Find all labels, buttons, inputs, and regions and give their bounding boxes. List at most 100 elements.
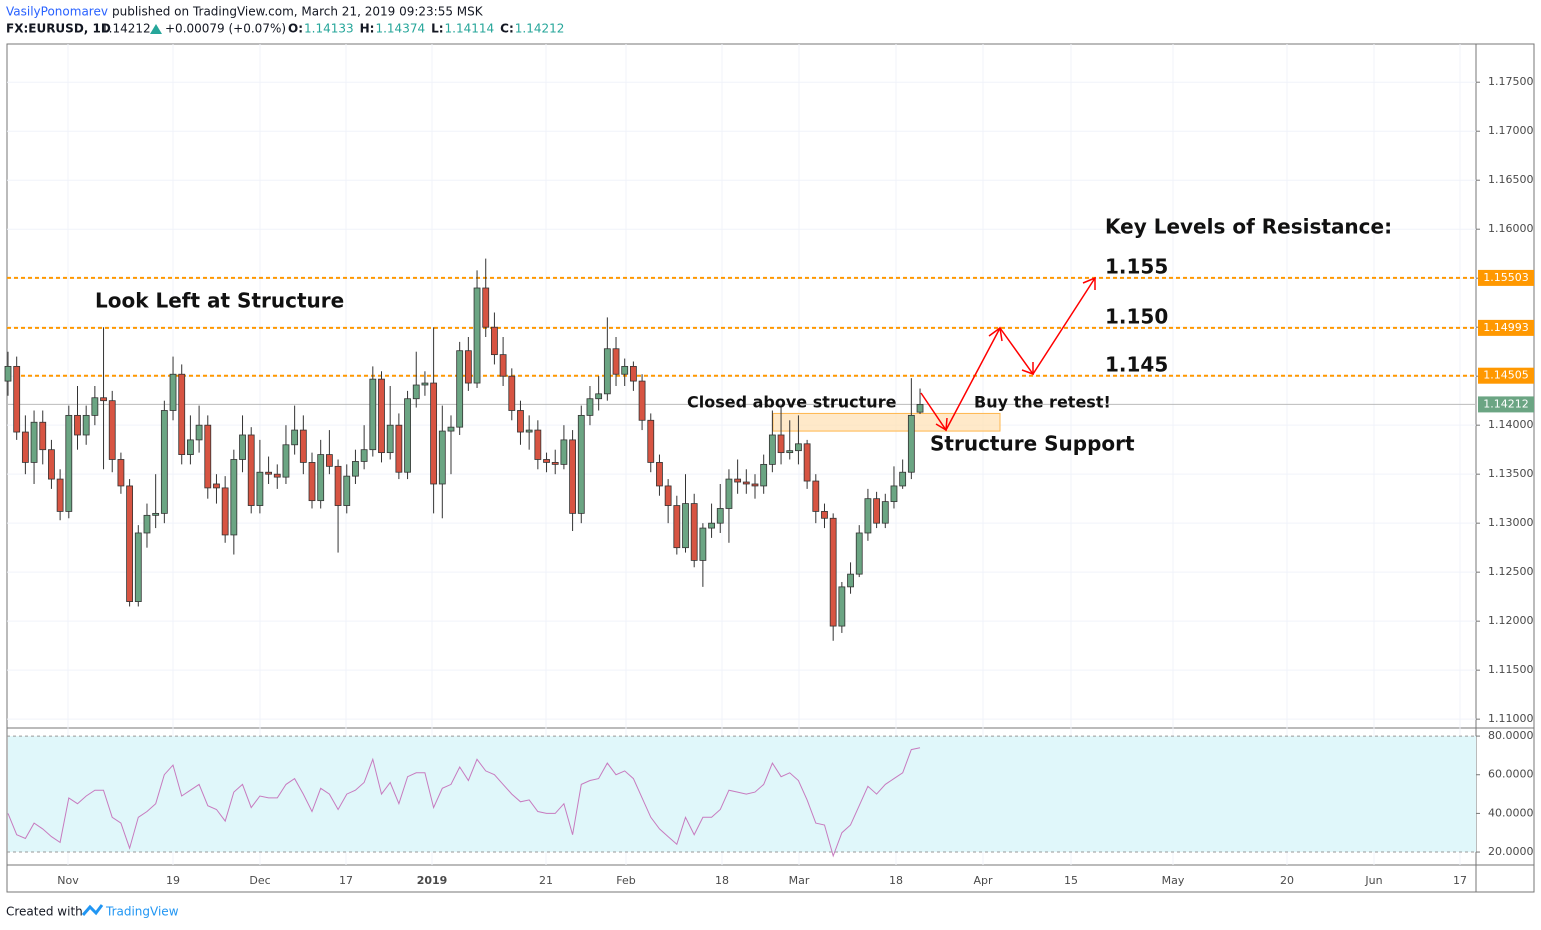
candle-body [751, 483, 759, 487]
y-tick-label: 1.12500 [1488, 565, 1534, 578]
y-tick-label: 1.17500 [1488, 75, 1534, 88]
frame [6, 43, 1535, 893]
x-tick-label: Feb [616, 874, 635, 887]
candle-body [438, 430, 446, 485]
last: 1.14212 [101, 22, 151, 36]
y-tick-label: 1.11500 [1488, 663, 1534, 676]
candle-body [777, 434, 785, 454]
candle-body [638, 380, 646, 421]
annotation: Structure Support [930, 432, 1135, 456]
candle-body [786, 450, 794, 454]
rsi-tick-label: 80.0000 [1488, 729, 1534, 742]
candle-body [378, 378, 385, 454]
ohlc-key: H: [360, 22, 375, 36]
candle-body [334, 465, 342, 506]
candle-body [629, 365, 637, 382]
candle-body [647, 419, 655, 463]
y-tick-label: 1.13000 [1488, 516, 1534, 529]
x-tick-label: 18 [889, 874, 903, 887]
candle-body [343, 475, 351, 506]
x-tick-label: 2019 [417, 874, 448, 887]
candle-body [734, 478, 742, 483]
candle-body [551, 462, 559, 465]
candle-body [855, 532, 863, 575]
candle-body [907, 414, 915, 473]
ohlc-value: 1.14114 [445, 22, 495, 36]
candle-body [803, 443, 811, 482]
candle-body [395, 424, 403, 473]
candle-body [499, 354, 507, 377]
annotation: 1.145 [1105, 353, 1168, 377]
candle-body [768, 434, 776, 465]
ohlc-value: 1.14374 [375, 22, 425, 36]
arrow-head [935, 417, 948, 432]
x-tick-label: Jun [1364, 874, 1382, 887]
footer-brand[interactable]: TradingView [105, 905, 179, 919]
candle-body [91, 397, 99, 416]
up-arrow [150, 24, 162, 34]
x-tick-label: 19 [166, 874, 180, 887]
y-tick-label: 1.11000 [1488, 712, 1534, 725]
y-tick-label: 1.13500 [1488, 467, 1534, 480]
candle-body [517, 410, 524, 433]
candle-body [265, 471, 272, 475]
candle-body [4, 365, 12, 382]
candle-body [187, 439, 194, 455]
candle-body [491, 326, 498, 356]
candle-body [412, 384, 420, 400]
x-tick-label: 17 [339, 874, 353, 887]
candle-body [230, 459, 238, 536]
candle-body [829, 517, 837, 627]
candle-body [169, 373, 177, 411]
candle-body [325, 454, 333, 467]
candle-body [603, 348, 611, 395]
candle-body [534, 429, 542, 460]
candle-body [221, 487, 229, 536]
candle-body [291, 429, 299, 446]
candle-body [864, 498, 872, 534]
ohlc-key: O: [288, 22, 303, 36]
candle-body [881, 501, 889, 524]
candle-body [21, 431, 29, 463]
candle-body [699, 527, 707, 561]
last-price-label: 1.14212 [1483, 397, 1529, 410]
symbol: FX:EURUSD, 1D [6, 22, 111, 36]
arrow-head [988, 326, 1003, 342]
annotation: Buy the retest! [974, 393, 1111, 412]
arrow-head [1021, 362, 1034, 376]
candle-body [664, 485, 672, 506]
candle-body [152, 512, 160, 516]
candle-body [716, 508, 724, 524]
level-label: 1.14505 [1483, 369, 1529, 382]
candle-body [899, 471, 907, 487]
annotation: 1.150 [1105, 305, 1168, 329]
candle-body [821, 511, 828, 519]
candle-body [795, 443, 802, 452]
candle-body [890, 485, 898, 503]
candle-body [543, 459, 550, 463]
candle-body [48, 449, 55, 480]
x-tick-label: Nov [57, 874, 79, 887]
candle-body [690, 503, 698, 561]
candle-body [352, 461, 359, 477]
ohlc-key: C: [500, 22, 514, 36]
candle-body [317, 454, 325, 502]
candle-body [812, 480, 820, 512]
candle-body [213, 483, 220, 489]
level-badge [1478, 269, 1534, 286]
author[interactable]: VasilyPonomarev [6, 5, 108, 19]
candle-body [386, 424, 394, 454]
candle-body [725, 478, 733, 509]
x-tick-label: Dec [249, 874, 270, 887]
x-tick-label: 20 [1280, 874, 1294, 887]
ohlc-value: 1.14212 [515, 22, 565, 36]
annotation: Key Levels of Resistance: [1105, 215, 1392, 239]
candle-body [404, 398, 411, 473]
x-tick-label: 18 [715, 874, 729, 887]
candle-body [247, 434, 255, 506]
candle-body [742, 481, 750, 485]
candle-body [430, 382, 438, 485]
candle-body [65, 414, 73, 512]
x-tick-label: May [1162, 874, 1185, 887]
